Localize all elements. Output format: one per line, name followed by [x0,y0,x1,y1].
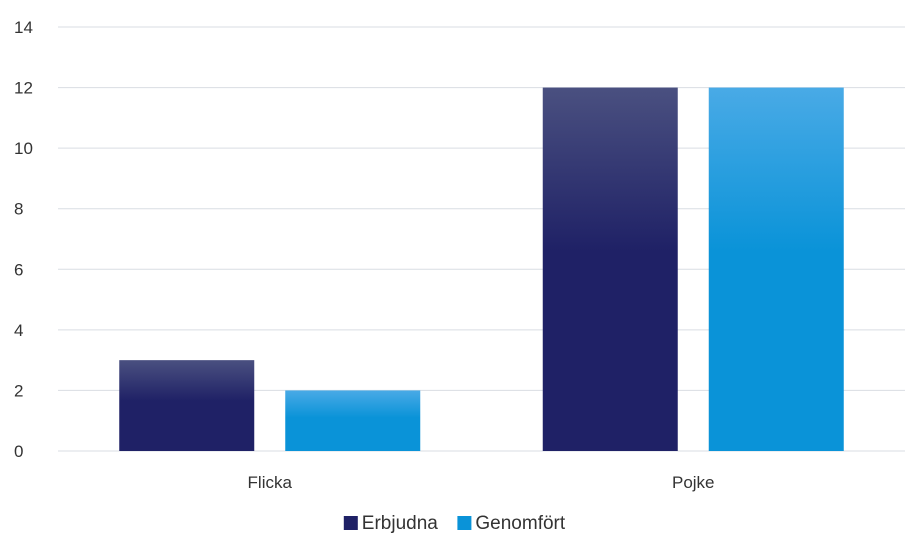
y-tick-label: 2 [14,381,23,400]
x-axis-category-labels: Flicka Pojke [248,473,715,492]
y-tick-label: 0 [14,442,23,461]
legend-label: Genomfört [475,513,565,534]
legend-label: Erbjudna [362,513,438,534]
y-tick-label: 8 [14,200,23,219]
legend-item: Erbjudna [343,513,438,534]
bar-genomf-rt-flicka [285,390,421,451]
legend-swatch [343,516,358,530]
legend-item: Genomfört [457,513,566,534]
y-tick-label: 10 [14,139,33,158]
y-tick-label: 12 [14,79,33,98]
x-category-label: Pojke [672,473,715,492]
y-tick-label: 14 [14,18,33,37]
bar-erbjudna-pojke [542,87,678,452]
y-tick-label: 6 [14,260,23,279]
x-category-label: Flicka [248,473,293,492]
y-tick-label: 4 [14,321,23,340]
legend: Erbjudna Genomfört [343,513,566,534]
bar-erbjudna-flicka [119,360,255,451]
legend-swatch [457,516,472,530]
bars [119,87,844,452]
y-axis-tick-labels: 0 2 4 6 8 10 12 14 [14,18,33,461]
bar-genomf-rt-pojke [708,87,844,452]
